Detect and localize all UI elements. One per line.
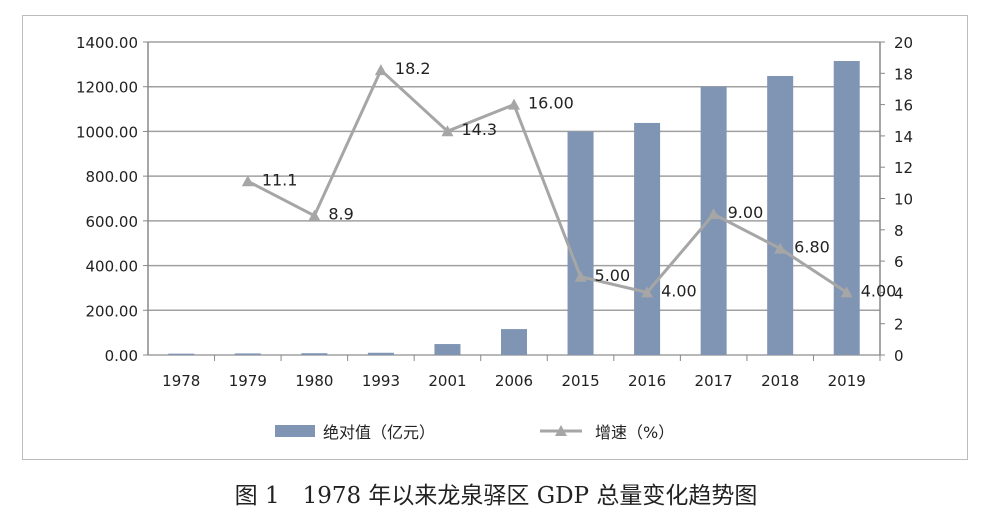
x-tick-label: 1993 (362, 372, 400, 390)
growth-data-label: 4.00 (661, 281, 697, 300)
left-tick-label: 1000.00 (76, 123, 138, 141)
bar (567, 131, 594, 355)
growth-data-label: 11.1 (262, 170, 298, 189)
x-tick-label: 2001 (428, 372, 466, 390)
growth-data-label: 9.00 (728, 203, 764, 222)
bar (234, 353, 261, 355)
left-tick-label: 1400.00 (76, 34, 138, 52)
legend-bar-swatch (275, 425, 315, 437)
left-tick-label: 200.00 (86, 302, 139, 320)
growth-marker (441, 125, 454, 137)
bar (767, 75, 794, 356)
x-tick-label: 1979 (229, 372, 267, 390)
growth-marker (374, 64, 387, 76)
left-tick-label: 400.00 (86, 258, 139, 276)
left-tick-label: 0.00 (105, 347, 138, 365)
x-tick-label: 2016 (628, 372, 666, 390)
right-tick-label: 6 (894, 253, 904, 271)
growth-marker (707, 208, 720, 220)
right-tick-label: 4 (894, 284, 904, 302)
growth-data-label: 6.80 (794, 238, 830, 257)
x-tick-label: 2015 (561, 372, 599, 390)
growth-marker (241, 175, 254, 187)
growth-data-label: 18.2 (395, 59, 431, 78)
growth-marker (508, 98, 520, 110)
legend-line-label: 增速（%） (595, 423, 674, 442)
growth-marker (641, 286, 654, 298)
bar (301, 353, 328, 355)
x-tick-label: 2017 (695, 372, 733, 390)
right-tick-label: 16 (894, 97, 913, 115)
legend-bar-label: 绝对值（亿元） (323, 423, 435, 442)
growth-marker (840, 286, 853, 298)
growth-data-label: 8.9 (328, 205, 353, 224)
bar (700, 86, 727, 355)
growth-marker (308, 209, 321, 221)
right-tick-label: 10 (894, 191, 913, 209)
legend-line-marker (555, 425, 567, 436)
bar (634, 122, 661, 355)
right-tick-label: 14 (894, 128, 913, 146)
x-tick-label: 2019 (828, 372, 866, 390)
growth-marker (574, 270, 587, 282)
bar (501, 329, 527, 355)
growth-data-label: 16.00 (528, 94, 574, 113)
growth-data-label: 14.3 (461, 120, 497, 139)
bar (168, 353, 195, 355)
bar (833, 61, 860, 355)
right-tick-label: 12 (894, 159, 913, 177)
x-tick-label: 1978 (162, 372, 200, 390)
growth-marker (774, 242, 787, 254)
left-tick-label: 1200.00 (76, 79, 138, 97)
chart-caption: 图 1 1978 年以来龙泉驿区 GDP 总量变化趋势图 (234, 483, 758, 509)
right-tick-label: 0 (894, 347, 904, 365)
growth-data-label: 4.00 (861, 281, 897, 300)
right-tick-label: 18 (894, 65, 913, 83)
left-tick-label: 600.00 (86, 213, 139, 231)
chart: 0.00 200.00 400.00 600.00 800.00 1000.00 1200.… (76, 34, 913, 442)
growth-line (247, 67, 848, 295)
bar (434, 344, 461, 355)
right-tick-label: 20 (894, 34, 913, 52)
chart-frame (22, 15, 968, 460)
x-tick-label: 2006 (495, 372, 533, 390)
growth-data-label: 5.00 (595, 266, 631, 285)
right-tick-label: 2 (894, 316, 904, 334)
right-tick-label: 8 (894, 222, 904, 240)
x-tick-label: 2018 (761, 372, 799, 390)
x-tick-label: 1980 (295, 372, 333, 390)
left-tick-label: 800.00 (86, 168, 139, 186)
bar (367, 352, 394, 355)
